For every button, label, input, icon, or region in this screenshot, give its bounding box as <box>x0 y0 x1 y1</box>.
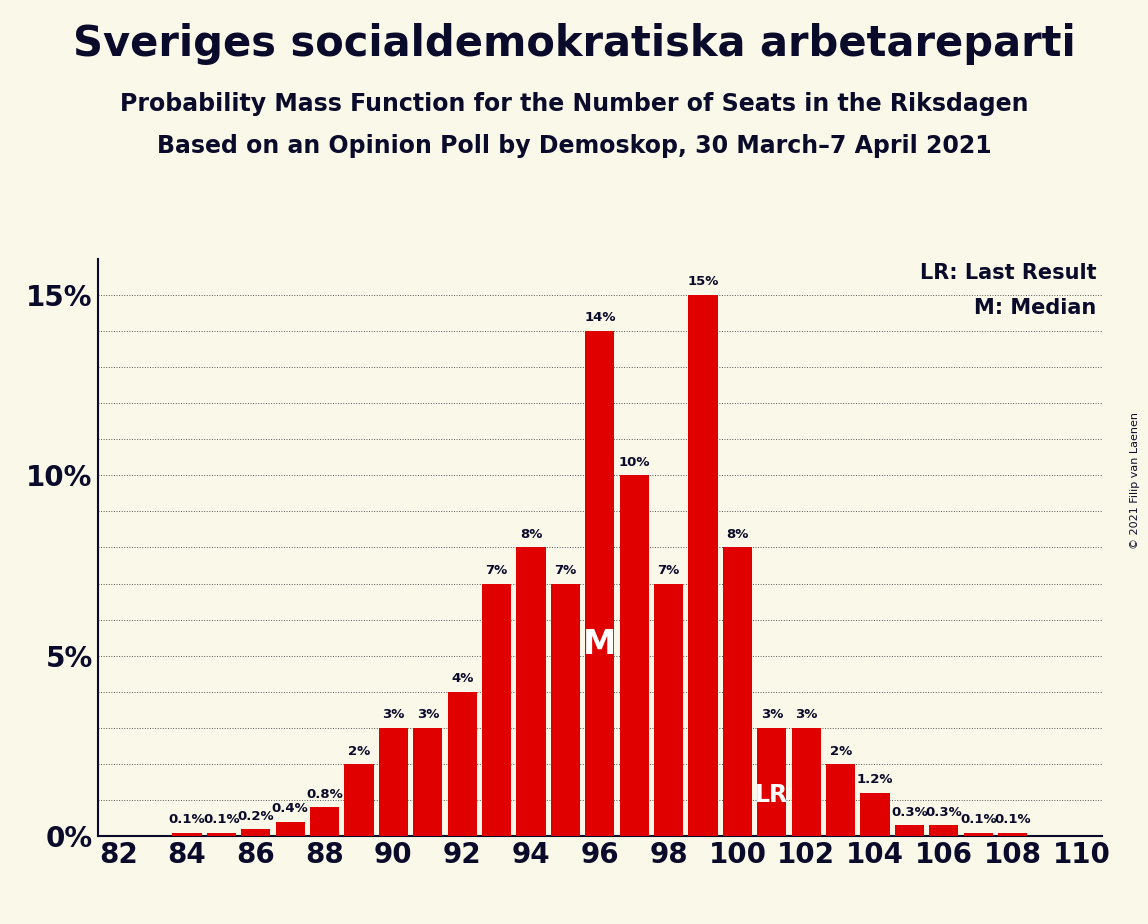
Text: 0.1%: 0.1% <box>960 813 996 826</box>
Bar <box>929 825 959 836</box>
Text: 2%: 2% <box>830 745 852 758</box>
Bar <box>517 547 545 836</box>
Text: M: M <box>583 627 616 661</box>
Text: 0.4%: 0.4% <box>272 802 309 815</box>
Text: 3%: 3% <box>382 709 404 722</box>
Bar <box>344 764 373 836</box>
Text: 15%: 15% <box>688 275 719 288</box>
Text: M: Median: M: Median <box>975 298 1096 318</box>
Bar <box>241 829 271 836</box>
Bar <box>413 728 442 836</box>
Text: 0.1%: 0.1% <box>169 813 205 826</box>
Text: 0.3%: 0.3% <box>925 806 962 819</box>
Text: 0.8%: 0.8% <box>307 788 343 801</box>
Bar <box>448 692 476 836</box>
Text: 1.2%: 1.2% <box>856 773 893 786</box>
Text: 8%: 8% <box>727 528 748 541</box>
Text: 14%: 14% <box>584 311 615 324</box>
Text: 4%: 4% <box>451 673 473 686</box>
Bar <box>894 825 924 836</box>
Bar <box>585 331 614 836</box>
Text: 7%: 7% <box>658 564 680 578</box>
Text: 3%: 3% <box>761 709 783 722</box>
Bar <box>689 295 718 836</box>
Text: 7%: 7% <box>486 564 507 578</box>
Text: LR: LR <box>755 783 789 807</box>
Bar <box>860 793 890 836</box>
Bar <box>827 764 855 836</box>
Bar <box>310 808 340 836</box>
Text: 8%: 8% <box>520 528 542 541</box>
Text: 0.1%: 0.1% <box>994 813 1031 826</box>
Bar <box>792 728 821 836</box>
Text: 0.3%: 0.3% <box>891 806 928 819</box>
Text: 0.2%: 0.2% <box>238 809 274 822</box>
Text: Based on an Opinion Poll by Demoskop, 30 March–7 April 2021: Based on an Opinion Poll by Demoskop, 30… <box>156 134 992 158</box>
Text: Sveriges socialdemokratiska arbetareparti: Sveriges socialdemokratiska arbetarepart… <box>72 23 1076 65</box>
Text: 7%: 7% <box>554 564 576 578</box>
Bar <box>620 475 649 836</box>
Text: 3%: 3% <box>796 709 817 722</box>
Bar <box>207 833 236 836</box>
Bar <box>963 833 993 836</box>
Bar <box>998 833 1027 836</box>
Text: 10%: 10% <box>619 456 650 468</box>
Bar <box>172 833 202 836</box>
Text: 3%: 3% <box>417 709 439 722</box>
Text: 0.1%: 0.1% <box>203 813 240 826</box>
Text: Probability Mass Function for the Number of Seats in the Riksdagen: Probability Mass Function for the Number… <box>119 92 1029 116</box>
Text: LR: Last Result: LR: Last Result <box>920 263 1096 284</box>
Bar <box>379 728 408 836</box>
Bar <box>276 821 305 836</box>
Bar <box>482 584 511 836</box>
Text: 2%: 2% <box>348 745 370 758</box>
Text: © 2021 Filip van Laenen: © 2021 Filip van Laenen <box>1130 412 1140 549</box>
Bar <box>758 728 786 836</box>
Bar <box>551 584 580 836</box>
Bar <box>654 584 683 836</box>
Bar <box>723 547 752 836</box>
